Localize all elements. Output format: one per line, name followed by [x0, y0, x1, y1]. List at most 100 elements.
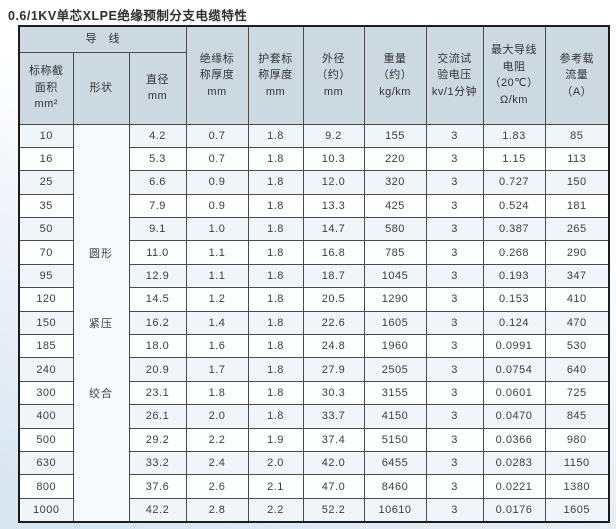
cell-section: 120 — [18, 287, 74, 312]
cell-resistance: 1.15 — [482, 146, 546, 172]
cell-resistance: 0.124 — [482, 310, 546, 336]
cell-od: 22.6 — [302, 310, 365, 336]
cell-section: 500 — [18, 427, 74, 452]
cell-resistance: 0.0221 — [482, 474, 546, 499]
cell-ampacity: 150 — [544, 170, 610, 195]
cell-weight: 1605 — [363, 310, 427, 336]
table-row: 50 9.1 1.0 1.8 14.7 580 3 0.387 265 — [18, 217, 610, 242]
header-sheath-thickness: 护套标 称厚度 mm — [247, 25, 304, 125]
cell-sheath: 1.8 — [247, 146, 304, 172]
cell-ampacity: 530 — [544, 334, 610, 359]
cell-insulation: 0.9 — [185, 193, 249, 219]
cell-section: 800 — [18, 474, 74, 499]
cell-test-voltage: 3 — [425, 240, 484, 265]
cell-weight: 2505 — [363, 357, 427, 382]
header-outer-diameter: 外径 （约） mm — [302, 25, 365, 125]
cell-ampacity: 1150 — [544, 450, 610, 476]
cell-od: 16.8 — [302, 240, 365, 265]
cell-resistance: 0.524 — [482, 193, 546, 219]
cell-sheath: 1.9 — [247, 427, 304, 452]
cell-ampacity: 845 — [544, 404, 610, 429]
cell-test-voltage: 3 — [425, 474, 484, 499]
cell-resistance: 0.0991 — [482, 334, 546, 359]
table-row: 630 33.2 2.4 2.0 42.0 6455 3 0.0283 1150 — [18, 450, 610, 476]
cell-ampacity: 470 — [544, 310, 610, 336]
cell-insulation: 1.1 — [185, 240, 249, 265]
cell-insulation: 1.6 — [185, 334, 249, 359]
table-row: 120 14.5 1.2 1.8 20.5 1290 3 0.153 410 — [18, 287, 610, 312]
cell-sheath: 1.8 — [247, 263, 304, 289]
cell-diameter: 33.2 — [128, 450, 187, 476]
cell-diameter: 37.6 — [128, 474, 187, 499]
cell-weight: 220 — [363, 146, 427, 172]
header-max-resistance: 最大导线 电阻 （20℃） Ω/km — [482, 25, 546, 125]
cell-od: 12.0 — [302, 170, 365, 195]
cell-diameter: 20.9 — [128, 357, 187, 382]
table-row: 25 6.6 0.9 1.8 12.0 320 3 0.727 150 — [18, 170, 610, 195]
cell-diameter: 12.9 — [128, 263, 187, 289]
cell-weight: 10610 — [363, 497, 427, 523]
header-insulation-thickness: 绝缘标 称厚度 mm — [185, 25, 249, 125]
header-ampacity: 参考载 流量 （A） — [544, 25, 610, 125]
cell-diameter: 11.0 — [128, 240, 187, 265]
cell-section: 25 — [18, 170, 74, 195]
cell-test-voltage: 3 — [425, 263, 484, 289]
cell-diameter: 23.1 — [128, 380, 187, 406]
cell-test-voltage: 3 — [425, 217, 484, 242]
cell-od: 30.3 — [302, 380, 365, 406]
cell-od: 14.7 — [302, 217, 365, 242]
cell-section: 35 — [18, 193, 74, 219]
header-diameter: 直径 mm — [128, 51, 187, 125]
cell-resistance: 0.0176 — [482, 497, 546, 523]
cell-test-voltage: 3 — [425, 123, 484, 148]
cell-section: 240 — [18, 357, 74, 382]
cell-weight: 3155 — [363, 380, 427, 406]
table-row: 800 37.6 2.6 2.1 47.0 8460 3 0.0221 1380 — [18, 474, 610, 499]
cell-od: 47.0 — [302, 474, 365, 499]
cell-section: 95 — [18, 263, 74, 289]
cell-resistance: 0.0366 — [482, 427, 546, 452]
cell-resistance: 0.153 — [482, 287, 546, 312]
shape-label: 绞合 — [89, 387, 113, 400]
cell-section: 150 — [18, 310, 74, 336]
cell-sheath: 1.8 — [247, 170, 304, 195]
table-row: 70 11.0 1.1 1.8 16.8 785 3 0.268 290 — [18, 240, 610, 265]
cell-resistance: 0.268 — [482, 240, 546, 265]
cell-od: 27.9 — [302, 357, 365, 382]
cell-od: 37.4 — [302, 427, 365, 452]
cell-diameter: 14.5 — [128, 287, 187, 312]
cell-weight: 1045 — [363, 263, 427, 289]
cell-resistance: 1.83 — [482, 123, 546, 148]
cell-od: 13.3 — [302, 193, 365, 219]
cell-weight: 320 — [363, 170, 427, 195]
cell-insulation: 1.8 — [185, 380, 249, 406]
cell-diameter: 26.1 — [128, 404, 187, 429]
cell-insulation: 1.2 — [185, 287, 249, 312]
table-row: 300 23.1 1.8 1.8 30.3 3155 3 0.0601 725 — [18, 380, 610, 406]
cell-weight: 6455 — [363, 450, 427, 476]
cell-sheath: 2.0 — [247, 450, 304, 476]
cell-insulation: 1.0 — [185, 217, 249, 242]
cell-insulation: 1.7 — [185, 357, 249, 382]
cell-diameter: 4.2 — [128, 123, 187, 148]
cell-sheath: 1.8 — [247, 123, 304, 148]
table-row: 35 7.9 0.9 1.8 13.3 425 3 0.524 181 — [18, 193, 610, 219]
cell-ampacity: 725 — [544, 380, 610, 406]
cell-section: 630 — [18, 450, 74, 476]
cell-sheath: 1.8 — [247, 310, 304, 336]
cell-section: 50 — [18, 217, 74, 242]
cell-shape-merged: 圆形 紧压 绞合 — [72, 123, 130, 523]
cell-test-voltage: 3 — [425, 287, 484, 312]
cell-insulation: 2.0 — [185, 404, 249, 429]
cell-diameter: 42.2 — [128, 497, 187, 523]
cell-sheath: 1.8 — [247, 404, 304, 429]
cell-od: 18.7 — [302, 263, 365, 289]
shape-label: 紧压 — [89, 317, 113, 330]
cell-resistance: 0.0470 — [482, 404, 546, 429]
table-row: 400 26.1 2.0 1.8 33.7 4150 3 0.0470 845 — [18, 404, 610, 429]
cell-od: 52.2 — [302, 497, 365, 523]
cell-ampacity: 640 — [544, 357, 610, 382]
cell-test-voltage: 3 — [425, 380, 484, 406]
cell-weight: 1290 — [363, 287, 427, 312]
header-test-voltage: 交流试 验电压 kv/1分钟 — [425, 25, 484, 125]
